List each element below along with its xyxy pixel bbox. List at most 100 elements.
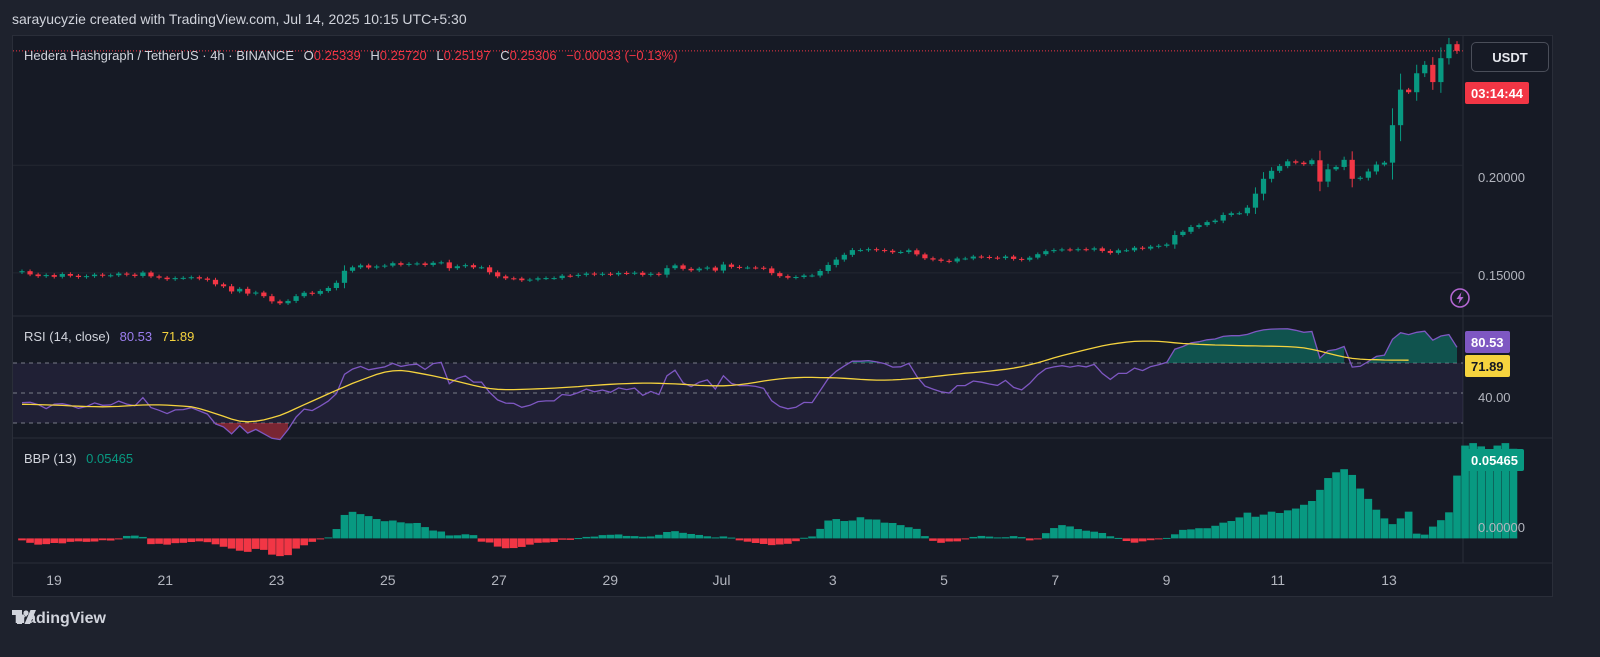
rsi-ma-tag: 71.89 [1465, 355, 1510, 377]
candle-body [1244, 207, 1251, 214]
bbp-bar [211, 538, 220, 545]
time-axis-label: 21 [157, 572, 173, 588]
bbp-bar [904, 527, 913, 539]
candle-body [430, 262, 436, 265]
open-label: O [303, 48, 314, 63]
bbp-bar [1187, 529, 1195, 539]
candle-body [736, 266, 743, 268]
bbp-bar [1090, 531, 1099, 539]
price-axis-label: 0.20000 [1478, 170, 1525, 185]
price-axis-label: 0.15000 [1478, 268, 1525, 283]
bbp-bar [1308, 501, 1316, 539]
bbp-bar [1211, 525, 1219, 539]
bbp-bar [1066, 526, 1074, 539]
candle-body [599, 273, 606, 275]
bbp-bar [34, 538, 42, 545]
candle-body [1317, 160, 1323, 182]
candle-body [132, 274, 138, 276]
bbp-bar [1509, 448, 1518, 539]
time-axis-label: 13 [1381, 572, 1397, 588]
bbp-value-tag: 0.05465 [1465, 449, 1524, 471]
bbp-bar [66, 538, 75, 542]
candle-body [656, 273, 662, 275]
candle-body [309, 292, 315, 294]
candle-body [35, 274, 41, 277]
bbp-bar [542, 538, 550, 543]
time-axis-label: 9 [1163, 572, 1171, 588]
candle-body [946, 260, 952, 262]
rsi-legend: RSI (14, close) 80.53 71.89 [24, 329, 194, 344]
candle-body [648, 273, 654, 275]
bbp-bar [840, 521, 849, 539]
bbp-bar [1179, 529, 1187, 539]
bbp-bar [646, 536, 655, 539]
bbp-legend: BBP (13) 0.05465 [24, 451, 133, 466]
candle-body [398, 263, 404, 265]
rsi-oversold-fill [215, 423, 289, 440]
bbp-bar [1453, 475, 1461, 539]
bbp-bar [558, 538, 566, 540]
candle-body [954, 258, 960, 262]
bbp-bar [42, 538, 51, 545]
bbp-bar [268, 538, 276, 555]
bbp-bar [1420, 534, 1429, 539]
high-label: H [370, 48, 380, 63]
candle-body [374, 266, 380, 268]
low-label: L [436, 48, 444, 63]
candle-body [1454, 44, 1460, 51]
rsi-ma-value: 71.89 [161, 329, 195, 344]
bbp-bar [711, 537, 720, 539]
bbp-bar [630, 536, 639, 539]
symbol-legend: Hedera Hashgraph / TetherUS · 4h · BINAN… [24, 48, 678, 63]
bbp-bar [1001, 537, 1010, 539]
bbp-bar [800, 537, 808, 539]
candle-body [75, 275, 82, 278]
bbp-title[interactable]: BBP (13) [24, 451, 77, 466]
candle-body [672, 265, 678, 269]
candle-body [825, 264, 831, 271]
candle-body [857, 250, 864, 252]
bbp-bar [824, 520, 833, 539]
candle-body [164, 277, 170, 280]
bbp-bar [276, 538, 284, 557]
bbp-bar [509, 538, 518, 549]
bbp-bar [1412, 533, 1421, 539]
bbp-bar [606, 534, 615, 539]
bbp-bar [784, 538, 792, 544]
close-label: C [500, 48, 510, 63]
bbp-bar [389, 520, 397, 539]
currency-button[interactable]: USDT [1471, 42, 1549, 72]
lightning-icon[interactable] [1449, 287, 1471, 309]
candle-body [301, 292, 307, 297]
bbp-bar [1138, 538, 1147, 542]
symbol-title[interactable]: Hedera Hashgraph / TetherUS · 4h · BINAN… [24, 48, 294, 63]
candle-body [341, 270, 348, 283]
bbp-bar [679, 532, 687, 539]
bbp-bar [687, 533, 695, 539]
candle-body [1180, 231, 1186, 236]
bbp-bar [727, 537, 736, 539]
candle-body [559, 275, 565, 279]
candle-body [1309, 160, 1315, 165]
bbp-bar [526, 538, 534, 545]
bbp-bar [203, 538, 212, 543]
bbp-bar [461, 534, 470, 539]
bbp-bar [832, 519, 841, 539]
tradingview-logo[interactable]: TradingView [12, 610, 106, 628]
bbp-bar [1098, 532, 1107, 539]
candle-body [438, 262, 444, 264]
rsi-title[interactable]: RSI (14, close) [24, 329, 110, 344]
candle-body [615, 272, 622, 275]
candle-body [898, 252, 904, 254]
candle-body [696, 268, 702, 271]
low-value: 0.25197 [443, 48, 491, 63]
bbp-bar [945, 538, 953, 542]
candle-body [140, 272, 146, 276]
candle-body [777, 273, 783, 277]
bbp-bar [614, 534, 623, 539]
candle-body [91, 274, 98, 277]
bbp-bar [759, 538, 768, 544]
candle-body [1349, 159, 1355, 179]
bbp-bar [1251, 516, 1260, 539]
